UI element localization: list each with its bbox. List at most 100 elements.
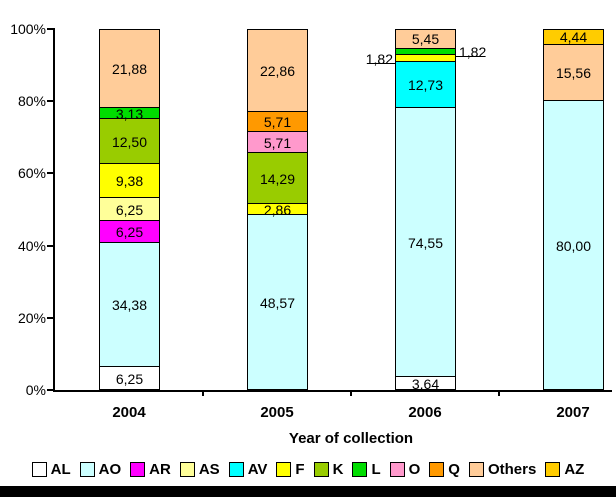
bar-segment-K — [247, 152, 308, 204]
bottom-black-strip — [0, 486, 616, 497]
bar-segment-AO — [247, 214, 308, 390]
segment-label-L: 3,13 — [115, 105, 144, 122]
bar-segment-Others — [247, 29, 308, 112]
y-tick-label: 40% — [17, 237, 46, 254]
label-leader-line — [456, 56, 482, 57]
legend-swatch-AL — [31, 462, 47, 477]
legend-swatch-O — [389, 462, 405, 477]
segment-label-L: 1,82 — [459, 44, 487, 60]
legend-label-O: O — [408, 461, 421, 478]
x-tick — [202, 390, 204, 396]
label-leader-line — [369, 62, 395, 64]
bar-segment-AZ — [543, 29, 604, 45]
segment-label-Others: 5,45 — [411, 31, 440, 47]
legend-item-AR: AR — [130, 461, 171, 478]
bar-segment-Others — [395, 29, 456, 49]
bar-2005: 48,57 2,86 14,29 5,71 5,71 22,86 — [247, 29, 308, 390]
legend-swatch-L — [352, 462, 368, 477]
bar-segment-L — [395, 48, 456, 55]
legend-label-Q: Q — [448, 461, 460, 478]
category-label-2004: 2004 — [112, 404, 146, 421]
segment-label-AO: 48,57 — [259, 294, 296, 311]
y-tick-label: 0% — [25, 382, 46, 398]
segment-label-AS: 6,25 — [115, 201, 144, 218]
segment-label-AO: 74,55 — [407, 234, 444, 251]
bar-segment-AV — [395, 61, 456, 108]
bar-segment-Others — [99, 29, 160, 108]
segment-label-K: 14,29 — [259, 170, 296, 187]
segment-label-AZ: 4,44 — [559, 29, 588, 45]
y-tick — [47, 28, 55, 30]
segment-label-AO: 80,00 — [555, 237, 592, 254]
legend-swatch-K — [313, 462, 329, 477]
legend: AL AO AR AS AV F K L O Q Others AZ — [0, 461, 616, 478]
segment-label-Others: 21,88 — [111, 60, 148, 77]
segment-label-AR: 6,25 — [115, 224, 144, 240]
bar-segment-F — [395, 54, 456, 62]
legend-item-AS: AS — [179, 461, 220, 478]
legend-swatch-Q — [429, 462, 445, 477]
bar-segment-AO — [543, 100, 604, 390]
y-tick-label: 100% — [10, 21, 46, 37]
y-tick-label: 80% — [17, 93, 46, 110]
legend-label-K: K — [332, 461, 344, 478]
legend-swatch-AZ — [545, 462, 561, 477]
segment-label-K: 12,50 — [111, 133, 148, 150]
segment-label-AL: 6,25 — [115, 370, 144, 387]
legend-item-AL: AL — [31, 461, 71, 478]
y-tick-label: 20% — [17, 309, 46, 326]
segment-label-Q: 5,71 — [263, 114, 292, 130]
legend-label-AV: AV — [247, 461, 268, 478]
bar-segment-Others — [543, 44, 604, 101]
segment-label-AV: 12,73 — [407, 77, 444, 93]
bar-segment-AO — [395, 107, 456, 377]
legend-item-AZ: AZ — [545, 461, 584, 478]
legend-item-Q: Q — [429, 461, 460, 478]
legend-label-L: L — [371, 461, 381, 478]
segment-label-Others: 22,86 — [259, 62, 296, 79]
legend-item-K: K — [313, 461, 344, 478]
legend-label-AO: AO — [98, 461, 122, 478]
segment-label-F: 9,38 — [115, 173, 144, 189]
bar-2006: 3,64 74,55 12,73 1,82 1,82 5,45 — [366, 29, 486, 392]
y-tick — [47, 172, 55, 175]
legend-swatch-AS — [179, 462, 195, 477]
legend-swatch-AR — [130, 462, 146, 477]
legend-item-Others: Others — [468, 461, 537, 478]
legend-swatch-AO — [79, 462, 95, 477]
y-tick-label: 60% — [17, 165, 46, 182]
legend-label-AL: AL — [50, 461, 71, 478]
bar-2007: 80,00 15,56 4,44 — [543, 29, 604, 390]
y-tick — [47, 100, 55, 103]
x-tick — [350, 390, 352, 396]
category-label-2007: 2007 — [556, 404, 590, 421]
legend-label-AR: AR — [149, 461, 171, 478]
legend-label-AZ: AZ — [564, 461, 585, 478]
segment-label-O: 5,71 — [263, 134, 292, 151]
legend-item-O: O — [389, 461, 421, 478]
y-tick — [47, 316, 55, 319]
bar-segment-AO — [99, 242, 160, 367]
legend-label-Others: Others — [487, 461, 537, 478]
segment-label-F: 1,82 — [365, 50, 393, 67]
legend-item-AO: AO — [79, 461, 122, 478]
legend-label-F: F — [295, 461, 305, 478]
legend-swatch-AV — [228, 462, 244, 477]
legend-label-AS: AS — [198, 461, 220, 478]
y-tick — [47, 244, 55, 247]
x-tick — [498, 390, 500, 396]
bar-2004: 6,25 34,38 6,25 6,25 9,38 12,50 3,13 21,88 — [99, 29, 160, 390]
segment-label-F: 2,86 — [263, 201, 292, 218]
segment-label-Others: 15,56 — [555, 65, 592, 81]
legend-item-F: F — [276, 461, 305, 478]
legend-swatch-Others — [468, 462, 484, 477]
segment-label-AO: 34,38 — [111, 297, 148, 313]
legend-item-L: L — [352, 461, 381, 478]
legend-item-AV: AV — [228, 461, 268, 478]
category-label-2005: 2005 — [260, 404, 294, 421]
category-label-2006: 2006 — [408, 404, 442, 421]
x-axis-title: Year of collection — [288, 430, 414, 447]
plot-area: 6,25 34,38 6,25 6,25 9,38 12,50 3,13 21,88 48,57… — [47, 28, 612, 396]
legend-swatch-F — [276, 462, 292, 477]
